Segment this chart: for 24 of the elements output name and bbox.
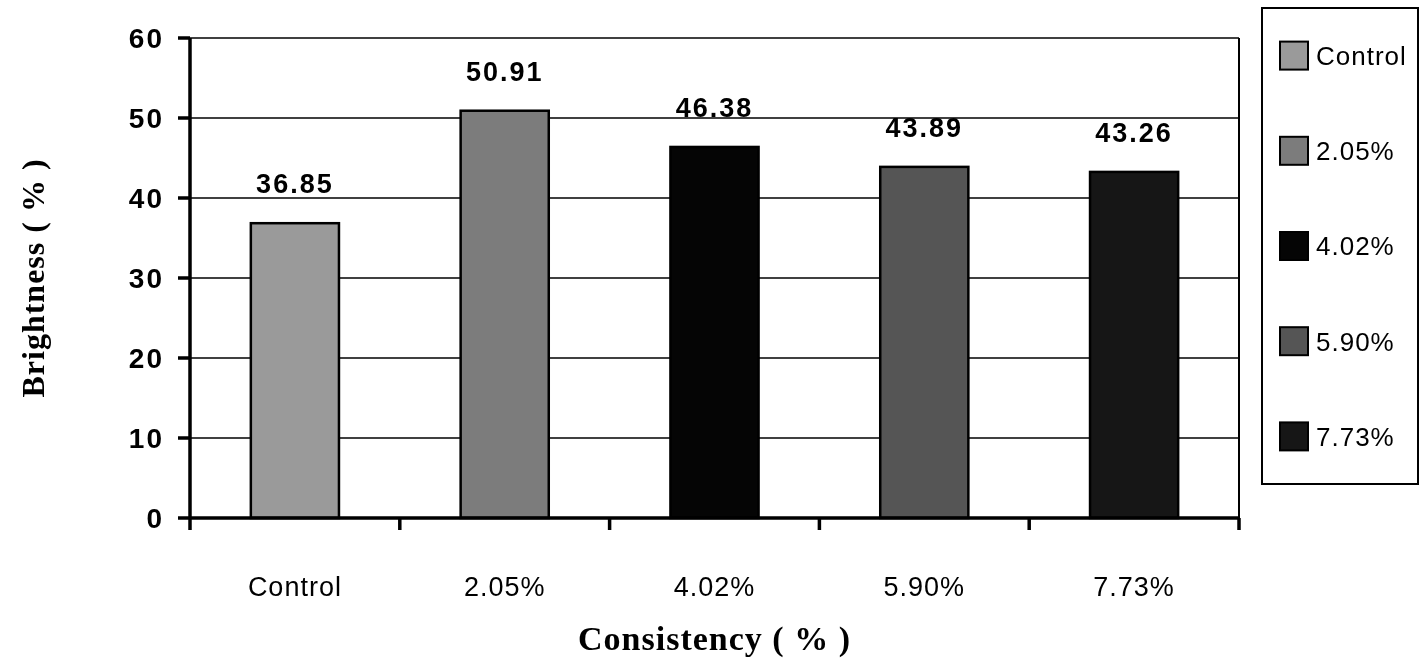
y-tick-label: 60 bbox=[128, 23, 164, 55]
legend-label: 7.73% bbox=[1316, 421, 1395, 452]
x-tick-label: 7.73% bbox=[1093, 572, 1175, 602]
data-label: 50.91 bbox=[465, 56, 544, 87]
y-tick-label: 50 bbox=[128, 103, 164, 135]
data-label: 36.85 bbox=[256, 169, 334, 200]
y-axis-title: Brightness ( % ) bbox=[15, 158, 51, 398]
data-label: 43.26 bbox=[1095, 117, 1173, 148]
y-tick-label: 30 bbox=[128, 263, 164, 295]
y-tick-label: 40 bbox=[128, 183, 164, 215]
x-tick-label: 5.90% bbox=[883, 572, 966, 602]
y-tick-label: 10 bbox=[128, 423, 164, 455]
x-axis-title: Consistency ( % ) bbox=[578, 620, 851, 658]
y-tick-label: 20 bbox=[128, 343, 164, 375]
data-label: 46.38 bbox=[675, 92, 754, 123]
legend-label: 5.90% bbox=[1316, 326, 1395, 357]
x-tick-label: 4.02% bbox=[673, 572, 756, 602]
x-tick-label: Control bbox=[247, 572, 342, 602]
legend-label: 4.02% bbox=[1316, 231, 1395, 262]
legend-label: 2.05% bbox=[1316, 136, 1395, 167]
y-tick-label: 0 bbox=[146, 503, 164, 535]
x-tick-label: 2.05% bbox=[463, 572, 546, 602]
legend-label: Control bbox=[1316, 40, 1407, 71]
data-label: 43.89 bbox=[885, 112, 964, 143]
